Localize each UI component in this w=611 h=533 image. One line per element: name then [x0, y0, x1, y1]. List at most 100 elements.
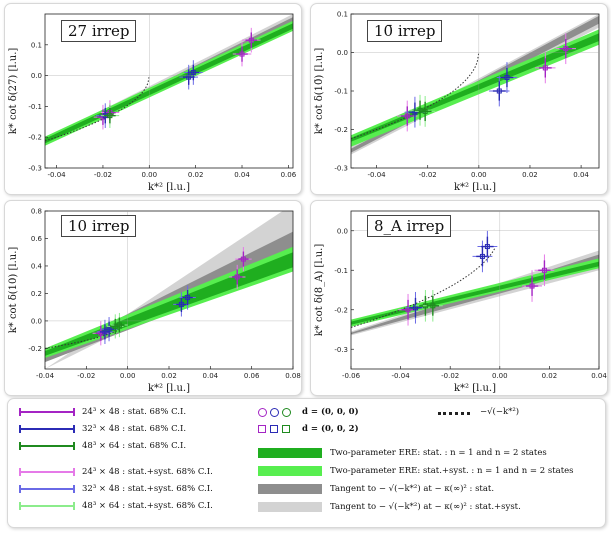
x-tick-label: 0.06: [281, 171, 297, 179]
marker-square-48: [282, 425, 290, 433]
legend-panel: 24³ × 48 : stat. 68% C.I. 32³ × 48 : sta…: [7, 398, 606, 528]
x-tick-label: -0.04: [368, 171, 387, 179]
data-point: [240, 256, 246, 262]
data-point: [186, 74, 192, 80]
legend-swatch-tan-syst: [258, 502, 322, 512]
data-point: [239, 51, 245, 57]
legend-swatch-stat: [258, 448, 322, 458]
x-tick-label: 0.02: [542, 372, 558, 380]
legend-band-stat: Two-parameter ERE: stat. : n = 1 and n =…: [330, 448, 547, 458]
y-tick-label: -0.3: [28, 165, 42, 173]
x-tick-label: 0.02: [188, 171, 204, 179]
x-tick-label: -0.02: [94, 171, 112, 179]
data-point: [185, 295, 191, 301]
data-point: [504, 75, 510, 81]
y-tick-label: 0.2: [31, 290, 42, 298]
data-point: [178, 301, 184, 307]
data-point: [417, 107, 423, 113]
legend-label-24-syst: 24³ × 48 : stat.+syst. 68% C.I.: [82, 467, 213, 477]
legend-d002: d = (0, 0, 2): [302, 424, 359, 434]
chart-panel-8A: -0.06 -0.04 -0.02 0.00 0.02 0.04 -0.3 -0.2 -0.1 0…: [310, 200, 608, 396]
y-tick-label: -0.2: [334, 306, 348, 314]
legend-swatch-tan-stat: [258, 484, 322, 494]
y-tick-label: 0.8: [31, 208, 42, 216]
data-point: [102, 329, 108, 335]
data-point: [479, 253, 485, 259]
chart-title-27: 27 irrep: [61, 20, 137, 42]
data-point: [529, 283, 535, 289]
y-tick-label: 0.0: [31, 72, 42, 80]
plot-frame: [44, 13, 294, 169]
x-tick-label: 0.00: [120, 372, 136, 380]
y-tick-label: -0.1: [28, 103, 42, 111]
chart-title-10: 10 irrep: [61, 215, 137, 237]
x-tick-label: 0.00: [492, 372, 508, 380]
y-tick-label: -0.1: [334, 267, 348, 275]
data-point: [107, 113, 113, 119]
x-tick-label: 0.02: [161, 372, 177, 380]
data-point: [248, 37, 254, 43]
data-point: [563, 46, 569, 52]
data-point: [541, 267, 547, 273]
marker-circle-32: [270, 408, 279, 417]
y-tick-label: 0.4: [31, 262, 43, 270]
chart-panel-27: -0.04 -0.02 0.00 0.02 0.04 0.06 -0.3 -0.2 -0.1 0.…: [4, 3, 302, 195]
y-tick-label: 0.6: [31, 235, 43, 243]
y-tick-label: -0.2: [28, 134, 42, 142]
legend-band-tan-stat: Tangent to − √(−k*²) at − κ(∞)² : stat.: [330, 484, 495, 494]
plot-area: [351, 14, 599, 155]
chart-10bar-svg: -0.04 -0.02 0.00 0.02 0.04 -0.3 -0.2 -0.1 0.0 0.1…: [314, 11, 600, 193]
y-tick-label: 0.0: [31, 317, 42, 325]
x-tick-label: -0.04: [36, 372, 55, 380]
chart-10-svg: -0.04 -0.02 0.00 0.02 0.04 0.06 0.08 -0.2 0.0 0.2…: [8, 208, 301, 395]
chart-title-8A: 8_A irrep: [367, 215, 452, 237]
y-tick-label: -0.3: [334, 346, 348, 354]
x-tick-label: 0.04: [591, 372, 607, 380]
band-ere-stat: [351, 261, 599, 325]
y-tick-label: -0.3: [334, 165, 348, 173]
data-point: [404, 113, 410, 119]
x-tick-label: -0.02: [419, 171, 437, 179]
data-point: [484, 244, 490, 250]
band-ere-stat: [45, 252, 293, 356]
legend-label-32-stat: 32³ × 48 : stat. 68% C.I.: [82, 424, 187, 434]
plot-frame: [350, 210, 600, 370]
legend-swatch-syst: [258, 466, 322, 476]
data-point: [190, 70, 196, 76]
x-tick-label: -0.04: [48, 171, 67, 179]
x-tick-label: 0.00: [471, 171, 487, 179]
legend-dotted-line: [438, 412, 470, 415]
x-tick-label: 0.04: [203, 372, 219, 380]
plot-area: [351, 230, 599, 336]
y-tick-label: 0.1: [337, 11, 348, 19]
plot-area: [45, 211, 293, 369]
legend-band-syst: Two-parameter ERE: stat.+syst. : n = 1 a…: [330, 466, 574, 476]
data-point: [422, 108, 428, 114]
legend-band-tan-syst: Tangent to − √(−k*²) at − κ(∞)² : stat.+…: [330, 502, 521, 512]
marker-circle-24: [258, 408, 267, 417]
data-point: [430, 303, 436, 309]
data-point: [234, 274, 240, 280]
legend-label-48-syst: 48³ × 64 : stat.+syst. 68% C.I.: [82, 501, 213, 511]
x-tick-label: 0.02: [522, 171, 538, 179]
x-tick-label: 0.04: [573, 171, 589, 179]
marker-circle-48: [282, 408, 291, 417]
legend-curve-label: −√(−k*²): [480, 407, 520, 417]
y-tick-label: -0.2: [334, 126, 348, 134]
y-tick-label: 0.0: [337, 49, 348, 57]
y-tick-label: 0.1: [31, 41, 42, 49]
legend-errbar-svg: [19, 408, 75, 510]
x-axis-label: k*² [l.u.]: [454, 383, 496, 394]
y-axis-label: k* cot δ(8_A) [l.u.]: [314, 244, 325, 337]
x-axis-label: k*² [l.u.]: [148, 383, 190, 394]
legend-label-24-stat: 24³ × 48 : stat. 68% C.I.: [82, 407, 187, 417]
chart-panel-10bar: -0.04 -0.02 0.00 0.02 0.04 -0.3 -0.2 -0.1 0.0 0.1…: [310, 3, 608, 195]
x-tick-label: 0.08: [285, 372, 301, 380]
x-tick-label: -0.06: [342, 372, 361, 380]
x-tick-label: 0.04: [234, 171, 250, 179]
legend-label-48-stat: 48³ × 64 : stat. 68% C.I.: [82, 441, 187, 451]
y-axis-label: k* cot δ(10̄) [l.u.]: [314, 48, 325, 135]
y-axis-label: k* cot δ(27) [l.u.]: [8, 48, 19, 135]
chart-8A-svg: -0.06 -0.04 -0.02 0.00 0.02 0.04 -0.3 -0.2 -0.1 0…: [314, 210, 607, 394]
plot-area: [45, 14, 293, 146]
